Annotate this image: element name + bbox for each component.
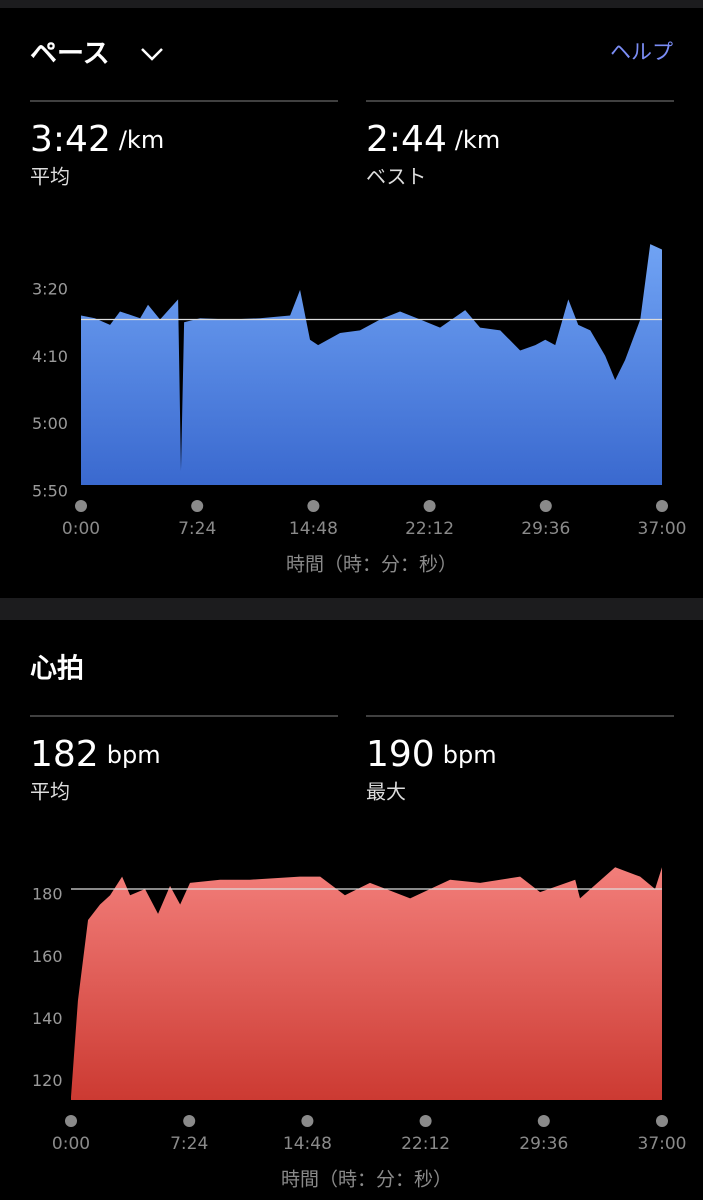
x-tick-label: 22:12 (405, 519, 454, 539)
stat-value: 182 (30, 734, 99, 775)
x-tick-label: 29:36 (519, 1134, 568, 1154)
x-tick-dot (301, 1115, 314, 1127)
top-bar (0, 0, 703, 8)
x-tick-label: 22:12 (401, 1134, 450, 1154)
x-tick-label: 37:00 (638, 519, 687, 539)
stat: 3:42/km (30, 119, 164, 160)
y-tick-label: 180 (32, 885, 63, 904)
stat-label: ベスト (366, 165, 426, 189)
y-tick-label: 5:00 (32, 414, 68, 433)
stat-label: 平均 (30, 780, 70, 804)
x-tick-dot (65, 1115, 77, 1127)
x-tick-dot (307, 500, 320, 512)
dropdown-chevron[interactable] (141, 48, 163, 61)
y-tick-label: 140 (32, 1009, 63, 1028)
x-tick-label: 0:00 (62, 519, 100, 539)
stat-unit: /km (119, 126, 164, 154)
area (71, 867, 662, 1100)
x-tick-dot (537, 1115, 550, 1127)
section-separator (0, 598, 703, 620)
x-tick-dot (75, 500, 87, 512)
section-title: ペース (30, 39, 110, 70)
x-tick-label: 14:48 (289, 519, 338, 539)
y-tick-label: 3:20 (32, 279, 68, 298)
area (81, 244, 662, 485)
x-tick-label: 37:00 (638, 1134, 687, 1154)
x-tick-label: 7:24 (178, 519, 216, 539)
help-link[interactable]: ヘルプ (610, 40, 673, 64)
section-title: 心拍 (30, 654, 84, 685)
stat-unit: /km (455, 126, 500, 154)
stat-label: 最大 (366, 780, 406, 804)
x-tick-label: 14:48 (283, 1134, 332, 1154)
stat: 2:44/km (366, 119, 500, 160)
stat-value: 3:42 (30, 119, 111, 160)
y-tick-label: 4:10 (32, 347, 68, 366)
x-tick-dot (419, 1115, 432, 1127)
y-tick-label: 5:50 (32, 482, 68, 501)
stat-value: 190 (366, 734, 435, 775)
x-tick-label: 29:36 (521, 519, 570, 539)
x-axis-label: 時間（時：分：秒） (286, 554, 457, 576)
x-tick-dot (656, 1115, 668, 1127)
x-tick-dot (183, 1115, 196, 1127)
stat-value: 2:44 (366, 119, 447, 160)
x-tick-dot (539, 500, 552, 512)
stat-unit: bpm (107, 741, 161, 769)
x-tick-dot (191, 500, 204, 512)
stat: 182 bpm (30, 734, 161, 775)
y-tick-label: 120 (32, 1071, 63, 1090)
x-tick-dot (656, 500, 668, 512)
stat: 190 bpm (366, 734, 497, 775)
x-tick-label: 7:24 (170, 1134, 208, 1154)
x-tick-dot (423, 500, 436, 512)
y-tick-label: 160 (32, 947, 63, 966)
stat-unit: bpm (443, 741, 497, 769)
stat-label: 平均 (30, 165, 70, 189)
x-tick-label: 0:00 (52, 1134, 90, 1154)
x-axis-label: 時間（時：分：秒） (281, 1169, 452, 1191)
